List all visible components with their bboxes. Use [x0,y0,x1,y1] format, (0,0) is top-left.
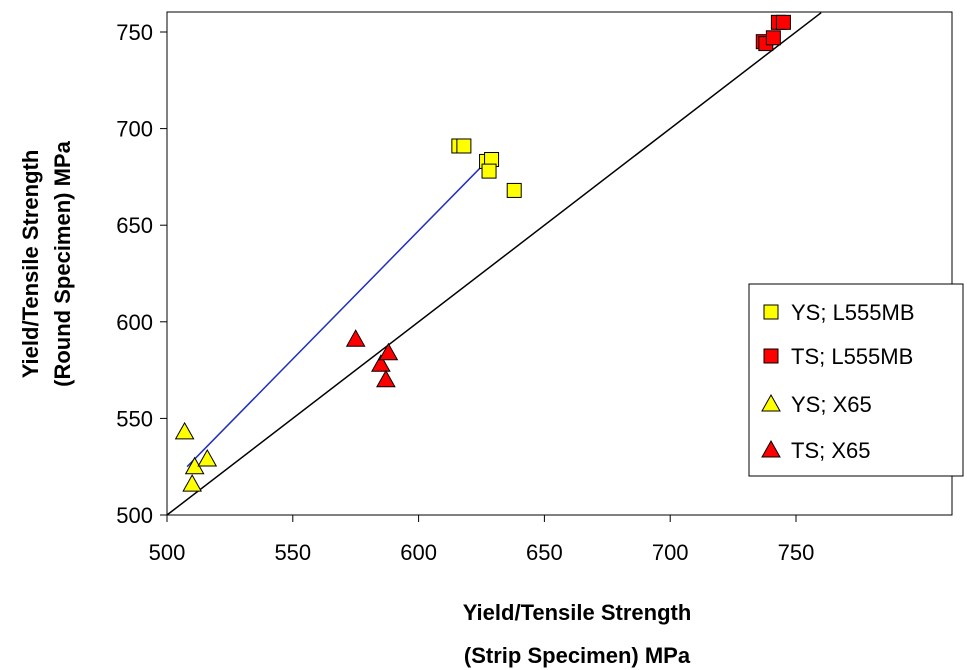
legend-label-ys-x65: YS; X65 [791,392,872,417]
y-tick-label: 500 [116,503,153,528]
legend-marker [763,304,779,320]
x-axis-title-line-2: (Strip Specimen) MPa [464,643,691,668]
x-tick-label: 550 [274,540,311,565]
legend-marker [763,348,779,364]
y-tick-label: 750 [116,20,153,45]
x-tick-label: 750 [778,540,815,565]
data-point [765,30,781,46]
x-tick-label: 600 [400,540,437,565]
legend: YS; L555MB TS; L555MB YS; X65 TS; X65 [748,283,964,477]
legend-marker [761,439,781,458]
y-axis-title-line-2: (Round Specimen) MPa [50,140,75,386]
x-tick-label: 650 [526,540,563,565]
y-tick-label: 550 [116,406,153,431]
data-point [345,329,366,347]
data-point [197,448,218,467]
legend-label-ts-x65: TS; X65 [791,438,870,463]
data-point [174,421,195,440]
x-axis-ticks: 500 550 600 650 700 750 [149,515,815,565]
data-point [456,138,472,154]
legend-label-ts-l555mb: TS; L555MB [791,344,913,369]
legend-box [748,283,964,477]
data-point [376,369,396,388]
trend-line [186,160,488,468]
x-axis-title-line-1: Yield/Tensile Strength [463,600,692,625]
y-tick-label: 700 [116,117,153,142]
x-tick-label: 500 [149,540,186,565]
fit-lines [167,12,822,515]
data-point [506,182,522,198]
y-axis-title-line-1: Yield/Tensile Strength [18,150,43,379]
data-point [182,474,203,492]
data-points [174,14,791,492]
data-point [481,163,497,179]
y-tick-label: 650 [116,213,153,238]
reference-line [167,12,822,515]
data-point [371,354,391,372]
x-tick-label: 700 [652,540,689,565]
y-tick-label: 600 [116,310,153,335]
y-axis-ticks: 500 550 600 650 700 750 [116,20,167,528]
legend-label-ys-l555mb: YS; L555MB [791,300,915,325]
legend-marker [761,393,781,412]
data-point [378,342,399,361]
data-point [775,14,791,30]
